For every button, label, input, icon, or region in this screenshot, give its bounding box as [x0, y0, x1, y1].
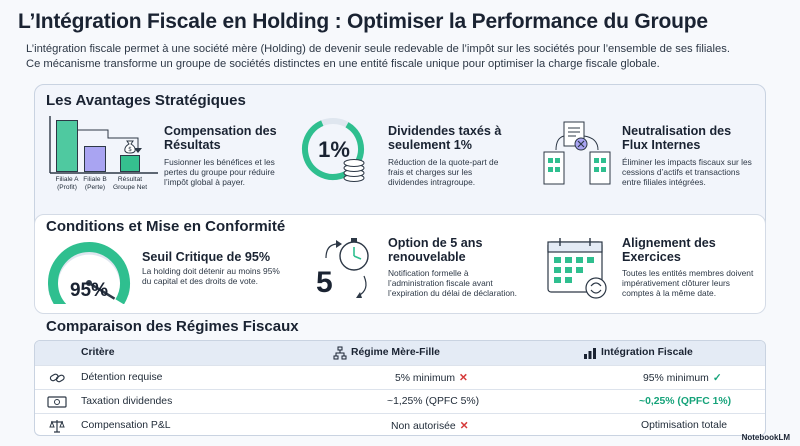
scale-icon: [49, 420, 65, 433]
table-row: Détention requise 5% minimum ✕ 95% minimu…: [35, 365, 765, 389]
coins-icon: [343, 159, 365, 182]
stopwatch-icon: [325, 238, 369, 298]
compensation-title: Compensation des Résultats: [164, 124, 277, 152]
row-parent: 5% minimum ✕: [395, 373, 468, 384]
threshold-title: Seuil Critique de 95%: [142, 250, 271, 264]
banknote-icon: [47, 396, 67, 408]
row-integration: Optimisation totale: [641, 420, 728, 431]
flows-title: Neutralisation des Flux Internes: [622, 124, 732, 152]
row-parent: ~1,25% (QPFC 5%): [387, 396, 480, 407]
bar-label-a: Filiale A (Profit): [55, 176, 79, 191]
bar-filiale-a: [56, 120, 78, 172]
chain-link-icon: [49, 373, 65, 383]
header-criterion: Critère: [81, 347, 115, 358]
dividends-text: Réduction de la quote-part de frais et c…: [388, 157, 499, 188]
option-number: 5: [316, 266, 333, 299]
conditions-title: Conditions et Mise en Conformité: [46, 218, 286, 235]
bar-label-net: Résultat Groupe Net: [112, 176, 148, 191]
table-header: Critère Régime Mère-Fille Intégration Fi…: [35, 341, 765, 365]
row-parent: Non autorisée ✕: [391, 421, 469, 432]
row-integration: ~0,25% (QPFC 1%): [639, 396, 732, 407]
calendar-icon: [547, 238, 607, 299]
row-criterion: Détention requise: [81, 372, 163, 383]
buildings-flow-icon: [543, 121, 611, 185]
table-row: Compensation P&L Non autorisée ✕ Optimisa…: [35, 413, 765, 435]
bar-label-b: Filiale B (Perte): [83, 176, 107, 191]
header-parent: Régime Mère-Fille: [351, 347, 440, 358]
svg-text:$: $: [128, 146, 132, 153]
option-title: Option de 5 ans renouvelable: [388, 236, 483, 264]
option-text: Notification formelle à l’administration…: [388, 268, 517, 299]
dividends-title: Dividendes taxés à seulement 1%: [388, 124, 502, 152]
cross-icon: ✕: [459, 421, 469, 432]
money-bag-icon: $: [124, 140, 136, 154]
alignment-text: Toutes les entités membres doivent impér…: [622, 268, 754, 299]
row-criterion: Compensation P&L: [81, 420, 171, 431]
threshold-text: La holding doit détenir au moins 95% du …: [142, 266, 280, 287]
flows-text: Éliminer les impacts fiscaux sur les ces…: [622, 157, 752, 188]
alignment-title: Alignement des Exercices: [622, 236, 716, 264]
comparison-title: Comparaison des Régimes Fiscaux: [46, 318, 299, 335]
page-subtitle: L’intégration fiscale permet à une socié…: [26, 42, 786, 72]
subtitle-line-1: L’intégration fiscale permet à une socié…: [26, 43, 730, 55]
row-integration: 95% minimum ✓: [643, 373, 722, 384]
gauge-icon: [48, 242, 130, 304]
dividend-badge-icon: [302, 118, 365, 182]
check-icon: ✓: [712, 373, 722, 384]
gauge-value: 95%: [69, 280, 109, 301]
notebooklm-logo: NotebookLM: [741, 433, 790, 442]
cross-icon: ✕: [459, 373, 468, 384]
subtitle-line-2: Ce mécanisme transforme un groupe de soc…: [26, 58, 660, 70]
bar-filiale-b: [84, 146, 106, 172]
bar-resultat-net: [120, 155, 140, 172]
comparison-table: Critère Régime Mère-Fille Intégration Fi…: [34, 340, 766, 436]
bar-chart-icon: [584, 348, 596, 359]
table-row: Taxation dividendes ~1,25% (QPFC 5%) ~0,…: [35, 389, 765, 413]
header-integration: Intégration Fiscale: [601, 347, 693, 358]
advantages-title: Les Avantages Stratégiques: [46, 92, 246, 109]
hierarchy-icon: [333, 346, 347, 360]
dividend-badge-value: 1%: [318, 137, 350, 162]
row-criterion: Taxation dividendes: [81, 396, 173, 407]
page-title: L’Intégration Fiscale en Holding : Optim…: [18, 10, 708, 33]
compensation-text: Fusionner les bénéfices et les pertes du…: [164, 157, 275, 188]
conditions-panel: [34, 214, 766, 314]
